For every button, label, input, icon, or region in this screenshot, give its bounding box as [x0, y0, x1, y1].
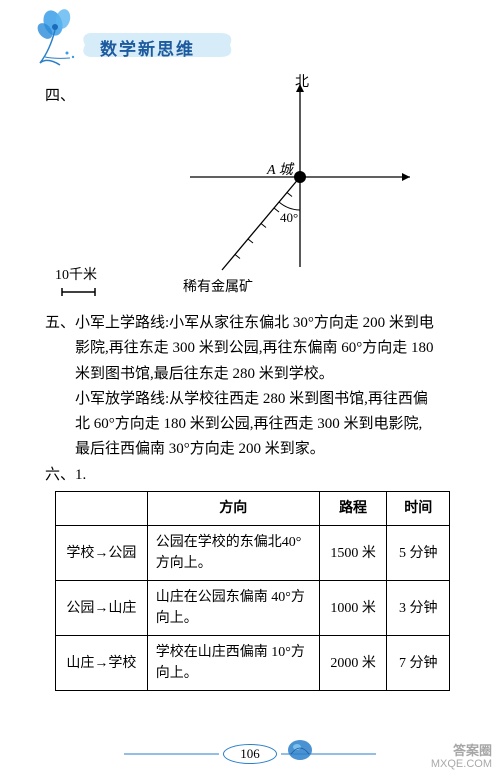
section-6-num: 六、 [45, 467, 75, 483]
section-5-line-1: 五、小军上学路线:小军从家往东偏北 30°方向走 200 米到电 [45, 312, 455, 335]
cell-direction: 学校在山庄西偏南 10°方向上。 [147, 636, 319, 691]
watermark-cn: 答案圈 [431, 744, 492, 758]
col-time: 时间 [387, 491, 450, 526]
city-a-label: A 城 [267, 160, 293, 182]
cell-distance: 1000 米 [319, 581, 387, 636]
watermark: 答案圈 MXQE.COM [431, 744, 492, 770]
cell-direction: 山庄在公园东偏南 40°方向上。 [147, 581, 319, 636]
col-distance: 路程 [319, 491, 387, 526]
section-5-line-6: 最后往西偏南 30°方向走 200 米到家。 [45, 438, 455, 461]
section-6: 六、1. 方向 路程 时间 学校→公园 公园在学校的东偏北40°方向上。 150… [45, 464, 455, 692]
section-5-line-5: 北 60°方向走 180 米到公园,再往西走 300 米到电影院, [45, 413, 455, 436]
cell-distance: 1500 米 [319, 526, 387, 581]
section-5-line-2: 影院,再往东走 300 米到公园,再往东偏南 60°方向走 180 [45, 337, 455, 360]
direction-table: 方向 路程 时间 学校→公园 公园在学校的东偏北40°方向上。 1500 米 5… [55, 491, 450, 692]
cell-route: 山庄→学校 [56, 636, 148, 691]
page-title: 数学新思维 [100, 35, 195, 60]
table-row: 山庄→学校 学校在山庄西偏南 10°方向上。 2000 米 7 分钟 [56, 636, 450, 691]
section-4-num: 四、 [45, 85, 75, 108]
cell-distance: 2000 米 [319, 636, 387, 691]
footer-shell-icon [285, 734, 315, 762]
content-area: 四、 北 A 城 40° 稀有金属矿 10千米 [0, 80, 500, 691]
col-route [56, 491, 148, 526]
section-5-line-4: 小军放学路线:从学校往西走 280 米到图书馆,再往西偏 [45, 388, 455, 411]
scale-bar-icon [60, 287, 100, 297]
section-5-num: 五、 [45, 315, 75, 331]
page-footer: 106 [0, 744, 500, 764]
table-header-row: 方向 路程 时间 [56, 491, 450, 526]
watermark-en: MXQE.COM [431, 758, 492, 770]
cell-direction: 公园在学校的东偏北40°方向上。 [147, 526, 319, 581]
col-direction: 方向 [147, 491, 319, 526]
table-row: 学校→公园 公园在学校的东偏北40°方向上。 1500 米 5 分钟 [56, 526, 450, 581]
scale-label: 10千米 [55, 265, 97, 287]
angle-label: 40° [280, 208, 298, 228]
table-row: 公园→山庄 山庄在公园东偏南 40°方向上。 1000 米 3 分钟 [56, 581, 450, 636]
section-4: 四、 北 A 城 40° 稀有金属矿 10千米 [45, 80, 455, 310]
section-6-subnum: 1. [75, 467, 86, 483]
section-5: 五、小军上学路线:小军从家往东偏北 30°方向走 200 米到电 影院,再往东走… [45, 312, 455, 462]
cell-time: 7 分钟 [387, 636, 450, 691]
north-label: 北 [295, 72, 309, 94]
section-5-line-3: 米到图书馆,最后往东走 280 米到学校。 [45, 363, 455, 386]
compass-diagram [140, 72, 440, 292]
cell-route: 学校→公园 [56, 526, 148, 581]
cell-time: 5 分钟 [387, 526, 450, 581]
page-number: 106 [223, 744, 277, 764]
mine-label: 稀有金属矿 [183, 277, 253, 299]
cell-time: 3 分钟 [387, 581, 450, 636]
cell-route: 公园→山庄 [56, 581, 148, 636]
footer-line-left [124, 751, 219, 757]
